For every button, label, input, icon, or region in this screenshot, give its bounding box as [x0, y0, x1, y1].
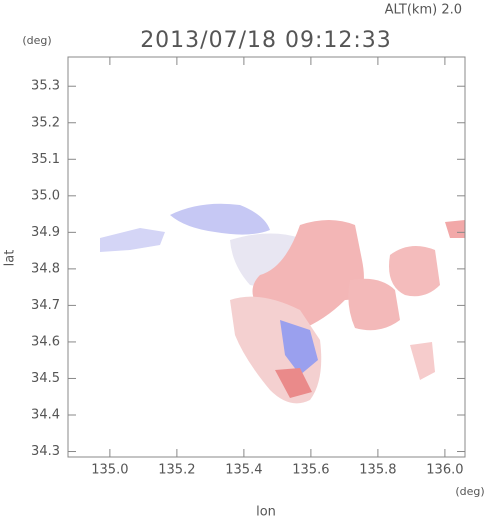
- y-tick-label: 34.7: [31, 298, 60, 313]
- y-tick-label: 35.0: [31, 188, 60, 203]
- y-axis-label: lat: [3, 250, 18, 267]
- chart-title: 2013/07/18 09:12:33: [140, 28, 392, 53]
- y-tick-label: 34.5: [31, 371, 60, 386]
- y-tick-label: 34.8: [31, 261, 60, 276]
- y-tick-label: 34.4: [31, 407, 60, 422]
- x-tick-label: 135.4: [225, 463, 262, 478]
- y-tick-label: 35.2: [31, 115, 60, 130]
- altitude-label: ALT(km) 2.0: [385, 3, 462, 18]
- x-tick-label: 135.8: [359, 463, 396, 478]
- echo-red: [348, 278, 400, 331]
- echo-blue: [100, 228, 165, 252]
- x-unit: (deg): [455, 485, 484, 498]
- echo-blue: [280, 320, 318, 375]
- y-tick-label: 34.3: [31, 444, 60, 459]
- x-tick-label: 135.0: [91, 463, 128, 478]
- echo-red: [410, 342, 435, 380]
- x-axis-label: lon: [256, 505, 276, 520]
- plot-frame: [67, 56, 466, 458]
- y-tick-label: 34.6: [31, 334, 60, 349]
- echo-red: [275, 368, 312, 398]
- echo-red: [389, 246, 440, 297]
- y-unit: (deg): [22, 34, 51, 47]
- y-tick-label: 35.1: [31, 152, 60, 167]
- x-tick-label: 135.2: [158, 463, 195, 478]
- radar-echo: [100, 203, 465, 404]
- y-tick-label: 35.3: [31, 79, 60, 94]
- x-tick-label: 136.0: [426, 463, 463, 478]
- x-tick-label: 135.6: [292, 463, 329, 478]
- echo-red: [445, 220, 465, 238]
- echo-blue: [170, 203, 270, 235]
- y-tick-label: 34.9: [31, 225, 60, 240]
